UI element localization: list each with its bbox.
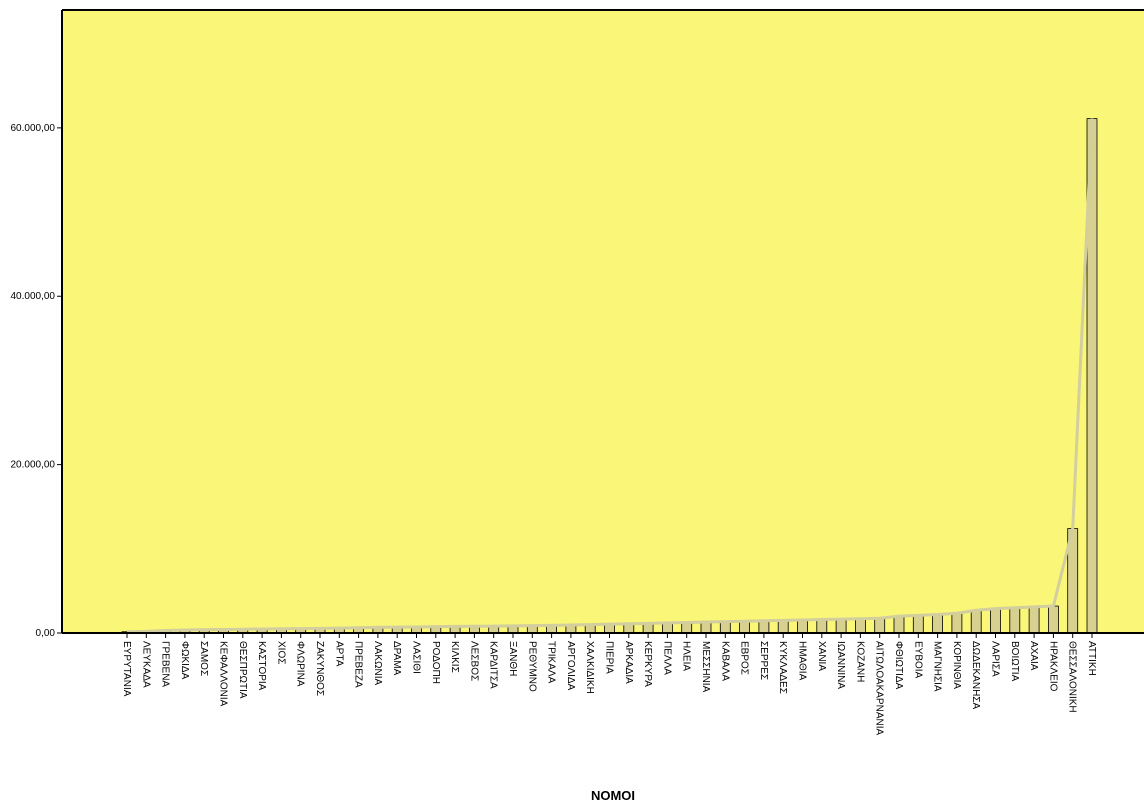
x-tick-label: ΑΙΤΩΛΟΑΚΑΡΝΑΝΙΑ — [874, 641, 885, 735]
x-axis: ΕΥΡΥΤΑΝΙΑ ΛΕΥΚΑΔΑ ΓΡΕΒΕΝΑ ΦΩΚΙΔΑ ΣΑΜΟΣ ΚΕΦΑΛΛ… — [62, 632, 1144, 735]
x-tick-label: ΕΥΒΟΙΑ — [912, 641, 923, 679]
x-tick-label: ΒΟΙΩΤΙΑ — [1009, 641, 1020, 682]
bar — [1048, 605, 1059, 634]
x-tick-label: ΚΕΡΚΥΡΑ — [642, 641, 653, 687]
bar — [912, 614, 924, 634]
x-tick-label: ΑΡΚΑΔΙΑ — [623, 641, 634, 684]
x-tick-label: ΗΛΕΙΑ — [681, 641, 692, 671]
x-tick-label: ΞΑΝΘΗ — [507, 641, 518, 676]
y-axis: 0,00 20.000,00 40.000,00 60.000,00 — [11, 9, 1144, 639]
x-tick-label: ΗΡΑΚΛΕΙΟ — [1047, 641, 1058, 692]
x-tick-label: ΑΡΓΟΛΙΔΑ — [565, 641, 576, 691]
x-tick-label: ΚΑΡΔΙΤΣΑ — [488, 641, 499, 689]
x-axis-title: ΝΟΜΟΙ — [591, 788, 635, 803]
x-tick-label: ΡΟΔΟΠΗ — [430, 641, 441, 684]
y-tick-label: 60.000,00 — [11, 123, 56, 134]
x-tick-label: ΜΕΣΣΗΝΙΑ — [700, 641, 711, 693]
x-tick-label: ΚΥΚΛΑΔΕΣ — [777, 641, 788, 694]
bar — [1028, 606, 1040, 634]
x-tick-label: ΤΡΙΚΑΛΑ — [546, 641, 557, 684]
bar — [835, 618, 847, 634]
bar — [816, 619, 828, 634]
x-tick-label: ΦΛΩΡΙΝΑ — [295, 641, 306, 687]
bar — [739, 620, 750, 634]
plot-background — [62, 10, 1144, 633]
x-tick-label: ΕΒΡΟΣ — [739, 641, 750, 675]
bar — [700, 621, 712, 634]
x-tick-label: ΣΑΜΟΣ — [198, 641, 209, 676]
x-tick-label: ΠΙΕΡΙΑ — [604, 641, 615, 674]
x-tick-label: ΦΘΙΩΤΙΔΑ — [893, 641, 904, 690]
x-tick-label: ΛΑΣΙΘΙ — [411, 641, 422, 674]
x-tick-label: ΜΑΓΝΗΣΙΑ — [932, 641, 943, 692]
y-tick-label: 40.000,00 — [11, 291, 56, 302]
bar — [893, 615, 905, 634]
x-tick-label: ΚΟΡΙΝΘΙΑ — [951, 641, 962, 689]
x-tick-label: ΑΤΤΙΚΗ — [1086, 641, 1097, 676]
x-tick-label: ΣΕΡΡΕΣ — [758, 641, 769, 680]
x-tick-label: ΙΩΑΝΝΙΝΑ — [835, 641, 846, 689]
x-tick-label: ΠΕΛΛΑ — [661, 641, 672, 675]
x-tick-label: ΚΑΒΑΛΑ — [719, 641, 730, 681]
bar — [1009, 607, 1021, 634]
x-tick-label: ΚΕΦΑΛΛΟΝΙΑ — [218, 641, 229, 707]
x-tick-label: ΔΩΔΕΚΑΝΗΣΑ — [970, 641, 981, 709]
x-tick-label: ΛΕΥΚΑΔΑ — [140, 641, 151, 688]
y-tick-label: 0,00 — [36, 628, 56, 639]
x-tick-label: ΕΥΡΥΤΑΝΙΑ — [121, 641, 132, 697]
x-tick-label: ΖΑΚΥΝΘΟΣ — [314, 641, 325, 696]
x-tick-label: ΠΡΕΒΕΖΑ — [353, 641, 364, 688]
bar — [951, 612, 963, 634]
x-tick-label: ΑΡΤΑ — [333, 641, 344, 667]
x-tick-label: ΔΡΑΜΑ — [391, 641, 402, 676]
bar — [990, 608, 1001, 634]
bar — [855, 618, 866, 634]
x-tick-label: ΛΑΚΩΝΙΑ — [372, 641, 383, 685]
series-line — [126, 118, 1094, 634]
x-tick-label: ΑΧΑΙΑ — [1028, 641, 1039, 671]
x-tick-label: ΚΑΣΤΟΡΙΑ — [256, 641, 267, 691]
x-tick-label: ΓΡΕΒΕΝΑ — [160, 641, 171, 687]
bar — [777, 619, 789, 634]
x-tick-label: ΧΑΛΚΙΔΙΚΗ — [584, 641, 595, 694]
x-tick-label: ΡΕΘΥΜΝΟ — [526, 641, 537, 692]
x-tick-label: ΚΟΖΑΝΗ — [854, 641, 865, 682]
x-tick-label: ΚΙΛΚΙΣ — [449, 641, 460, 673]
x-tick-label: ΦΩΚΙΔΑ — [179, 641, 190, 680]
x-tick-label: ΧΑΝΙΑ — [816, 641, 827, 671]
bar — [874, 617, 886, 634]
x-tick-label: ΧΙΟΣ — [275, 641, 286, 664]
bar — [970, 609, 982, 634]
bar — [758, 620, 770, 634]
y-tick-label: 20.000,00 — [11, 460, 56, 471]
x-tick-label: ΗΜΑΘΙΑ — [797, 641, 808, 681]
bar — [932, 614, 943, 634]
x-tick-label: ΘΕΣΣΑΛΟΝΙΚΗ — [1067, 641, 1078, 713]
x-tick-label: ΘΕΣΠΡΩΤΙΑ — [237, 641, 248, 699]
bar — [681, 622, 693, 634]
x-tick-label: ΛΕΣΒΟΣ — [468, 641, 479, 681]
x-tick-label: ΛΑΡΙΣΑ — [990, 641, 1001, 677]
bar — [797, 619, 808, 634]
bar — [719, 621, 731, 634]
